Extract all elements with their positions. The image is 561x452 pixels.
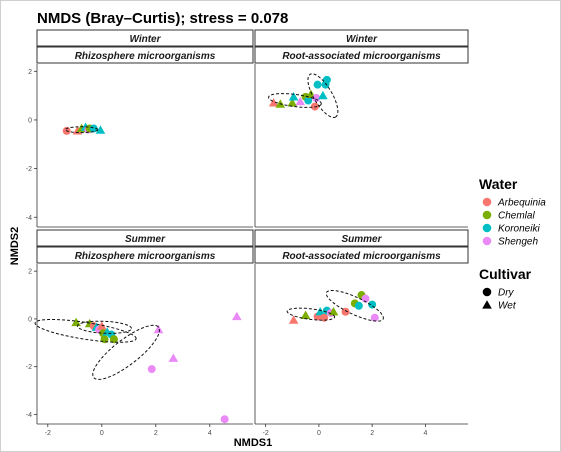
confidence-ellipse [307,73,339,119]
y-tick-label: 2 [28,69,32,76]
data-point-dry [370,313,379,322]
strip-compartment-label: Root-associated microorganisms [282,51,441,62]
x-tick-label: 2 [370,430,374,437]
legend-label-water: Shengeh [498,237,538,248]
legend-key-shape [482,287,492,297]
legend-label-water: Chemlal [498,211,535,222]
legend-label-cultivar: Dry [498,288,515,299]
strip-season-box [254,29,469,47]
data-point-wet [287,98,298,107]
data-point-wet [232,311,242,321]
confidence-ellipse [92,324,160,380]
confidence-ellipse [286,307,336,321]
data-point-dry [354,301,363,310]
x-tick-label: 2 [154,430,158,437]
data-point-wet [300,310,311,319]
strip-season-box [254,229,469,247]
legend-label-water: Koroneiki [498,224,540,235]
x-tick-label: 4 [208,430,212,437]
data-point-dry [322,75,331,84]
y-tick-label: -4 [26,412,32,419]
data-point-dry [89,124,98,133]
data-point-wet [288,92,299,101]
y-axis-title: NMDS2 [9,227,21,266]
data-point-dry [147,365,156,374]
data-point-wet [268,98,279,107]
data-point-dry [109,335,118,344]
data-point-wet [72,126,83,135]
x-tick-label: 4 [423,430,427,437]
y-tick-label: -2 [26,166,32,173]
data-point-wet [95,125,106,134]
confidence-ellipse [325,290,384,322]
legend-key-water [482,223,492,233]
x-tick-label: 0 [317,430,321,437]
confidence-ellipse [34,319,137,343]
x-axis-title: NMDS1 [234,437,273,449]
y-tick-label: -4 [26,215,32,222]
x-tick-label: -2 [45,430,51,437]
data-point-dry [361,294,370,303]
strip-season-label: Summer [125,234,166,245]
data-point-dry [341,307,350,316]
strip-season-box [36,29,254,47]
data-point-wet [168,353,179,362]
data-point-dry [220,415,229,424]
data-point-wet [288,315,299,324]
strip-season-box [36,229,254,247]
strip-compartment-label: Rhizosphere microorganisms [75,251,216,262]
strip-season-label: Winter [129,34,161,45]
strip-season-label: Winter [346,34,378,45]
legend-title-water: Water [479,176,518,192]
strip-compartment-label: Root-associated microorganisms [282,251,441,262]
data-point-wet [153,324,164,334]
legend-key-water [482,236,492,246]
data-point-dry [313,80,322,89]
x-tick-label: -2 [263,430,269,437]
x-tick-label: 0 [100,430,104,437]
strip-season-label: Summer [341,234,382,245]
legend-key-shape [482,300,492,309]
data-point-wet [295,96,306,106]
chart-title: NMDS (Bray–Curtis); stress = 0.078 [37,10,288,27]
strip-compartment-label: Rhizosphere microorganisms [75,51,216,62]
y-tick-label: 2 [28,269,32,276]
strip-compartment-box [36,246,254,264]
legend-title-cultivar: Cultivar [479,266,532,282]
strip-compartment-box [36,46,254,64]
data-point-dry [304,96,313,105]
y-tick-label: 0 [28,316,32,323]
legend-label-water: Arbequinia [497,198,546,209]
confidence-ellipse [268,93,322,108]
legend-label-cultivar: Wet [498,301,517,312]
strip-compartment-box [254,46,469,64]
strip-compartment-box [254,246,469,264]
data-point-wet [315,306,326,316]
confidence-ellipse [76,320,132,334]
data-point-wet [318,90,328,100]
legend-key-water [482,210,492,220]
y-tick-label: 0 [28,117,32,124]
y-tick-label: -2 [26,364,32,371]
legend-key-water [482,197,492,207]
